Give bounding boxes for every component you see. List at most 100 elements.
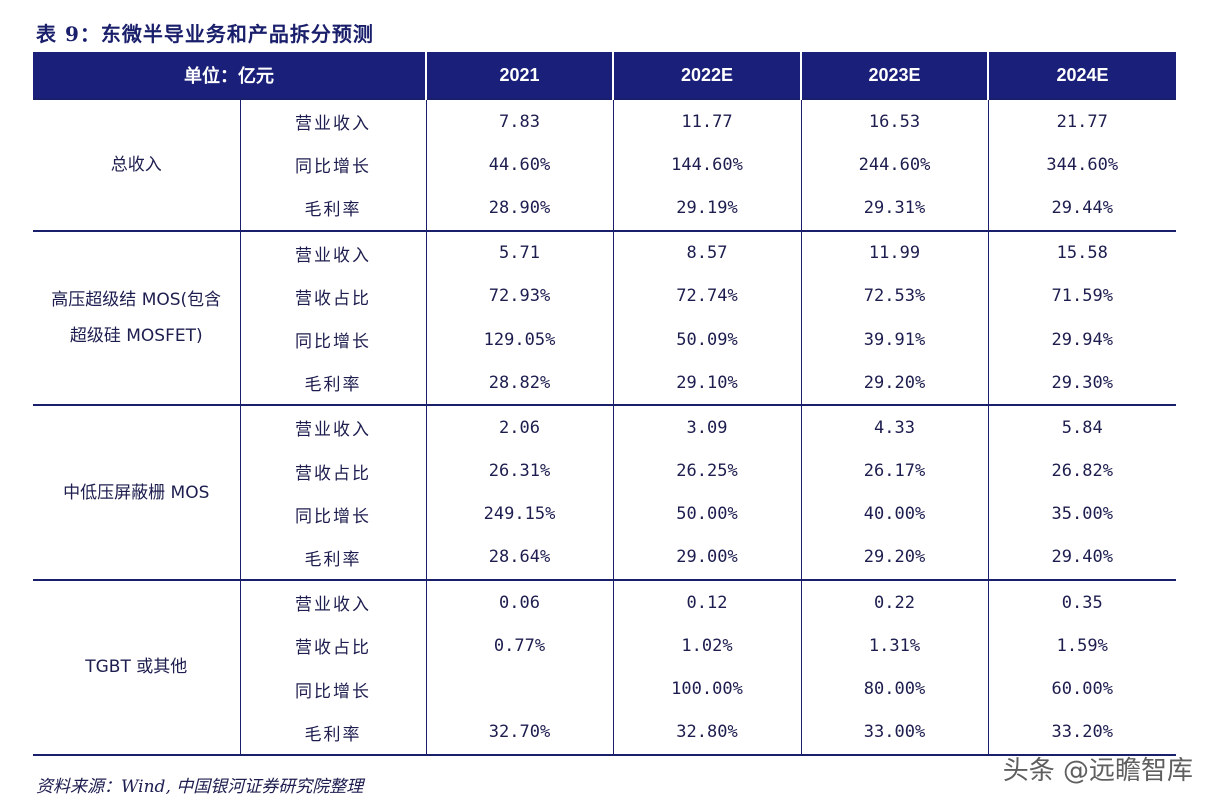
value-cell: 249.15% (425, 492, 613, 536)
value-cell: 1.02% (612, 624, 801, 668)
table-row: 同比增长 249.15% 50.00% 40.00% 35.00% (33, 492, 1176, 536)
table-row: 中低压屏蔽栅 MOS 营业收入 2.06 3.09 4.33 5.84 (33, 404, 1176, 581)
table-row: 总收入 营业收入 7.83 11.77 16.53 21.77 (33, 97, 1176, 231)
value-cell: 26.31% (425, 449, 613, 493)
group-label: 总收入 (33, 98, 240, 231)
source-note: 资料来源：Wind, 中国银河证券研究院整理 (36, 777, 364, 797)
value-cell: 44.60% (425, 143, 613, 187)
value-cell: 26.25% (612, 449, 801, 493)
table-row: 营收占比 0.77% 1.02% 1.31% 1.59% (33, 624, 1176, 668)
value-cell: 4.33 (800, 404, 988, 450)
table-row: 毛利率 28.82% 29.10% 29.20% 29.30% (33, 361, 1176, 406)
value-cell: 1.59% (987, 624, 1176, 668)
metric-label: 毛利率 (239, 710, 426, 756)
value-cell: 344.60% (987, 143, 1176, 187)
table-row: 高压超级结 MOS(包含超级硅 MOSFET) 营业收入 5.71 8.57 11.99… (33, 229, 1176, 406)
value-cell: 33.00% (800, 710, 988, 756)
table-row: TGBT 或其他 营业收入 0.06 0.12 0.22 0.35 (33, 579, 1176, 756)
value-cell: 29.10% (612, 361, 801, 406)
value-cell: 5.84 (987, 404, 1176, 450)
value-cell: 50.09% (612, 317, 801, 362)
metric-label: 营业收入 (239, 97, 426, 144)
value-cell: 40.00% (800, 492, 988, 536)
table-row: 营收占比 72.93% 72.74% 72.53% 71.59% (33, 274, 1176, 318)
table-row: 毛利率 32.70% 32.80% 33.00% 33.20% (33, 710, 1176, 756)
metric-label: 营业收入 (239, 229, 426, 275)
value-cell: 11.77 (612, 97, 801, 144)
group-label: TGBT 或其他 (33, 579, 240, 756)
metric-label: 营收占比 (239, 624, 426, 668)
value-cell: 33.20% (987, 710, 1176, 756)
value-cell: 29.00% (612, 535, 801, 581)
value-cell: 7.83 (425, 97, 613, 144)
value-cell: 8.57 (612, 229, 801, 275)
value-cell: 0.22 (800, 579, 988, 625)
value-cell: 29.31% (800, 186, 988, 231)
metric-label: 同比增长 (239, 667, 426, 711)
value-cell: 26.82% (987, 449, 1176, 493)
value-cell: 32.80% (612, 710, 801, 756)
value-cell: 29.20% (800, 535, 988, 581)
metric-label: 同比增长 (239, 317, 426, 362)
value-cell: 35.00% (987, 492, 1176, 536)
value-cell: 26.17% (800, 449, 988, 493)
table-row: 营收占比 26.31% 26.25% 26.17% 26.82% (33, 449, 1176, 493)
header-year-2023e: 2023E (800, 52, 988, 99)
value-cell: 16.53 (800, 97, 988, 144)
value-cell: 28.82% (425, 361, 613, 406)
value-cell: 29.94% (987, 317, 1176, 362)
value-cell: 29.44% (987, 186, 1176, 231)
value-cell: 29.19% (612, 186, 801, 231)
table-row: 毛利率 28.90% 29.19% 29.31% 29.44% (33, 186, 1176, 231)
table-row: 毛利率 28.64% 29.00% 29.20% 29.40% (33, 535, 1176, 581)
value-cell: 11.99 (800, 229, 988, 275)
value-cell: 100.00% (612, 667, 801, 711)
forecast-table: 单位：亿元 2021 2022E 2023E 2024E 总收入 营业收入 7.83… (33, 52, 1176, 756)
header-row: 单位：亿元 2021 2022E 2023E 2024E (33, 52, 1176, 99)
table-row: 同比增长 129.05% 50.09% 39.91% 29.94% (33, 317, 1176, 362)
value-cell: 21.77 (987, 97, 1176, 144)
value-cell: 5.71 (425, 229, 613, 275)
value-cell: 28.90% (425, 186, 613, 231)
table-row: 同比增长 44.60% 144.60% 244.60% 344.60% (33, 143, 1176, 187)
table-row: 同比增长 100.00% 80.00% 60.00% (33, 667, 1176, 711)
metric-label: 营业收入 (239, 404, 426, 450)
value-cell: 80.00% (800, 667, 988, 711)
value-cell: 129.05% (425, 317, 613, 362)
value-cell: 244.60% (800, 143, 988, 187)
value-cell: 3.09 (612, 404, 801, 450)
value-cell: 72.53% (800, 274, 988, 318)
value-cell: 72.93% (425, 274, 613, 318)
value-cell: 39.91% (800, 317, 988, 362)
value-cell (425, 667, 613, 711)
value-cell: 50.00% (612, 492, 801, 536)
header-year-2024e: 2024E (987, 52, 1176, 99)
metric-label: 同比增长 (239, 492, 426, 536)
value-cell: 29.20% (800, 361, 988, 406)
value-cell: 15.58 (987, 229, 1176, 275)
value-cell: 29.30% (987, 361, 1176, 406)
value-cell: 0.06 (425, 579, 613, 625)
value-cell: 2.06 (425, 404, 613, 450)
metric-label: 毛利率 (239, 186, 426, 231)
metric-label: 同比增长 (239, 143, 426, 187)
value-cell: 60.00% (987, 667, 1176, 711)
header-year-2022e: 2022E (612, 52, 801, 99)
value-cell: 0.12 (612, 579, 801, 625)
header-unit: 单位：亿元 (33, 52, 426, 99)
value-cell: 1.31% (800, 624, 988, 668)
value-cell: 32.70% (425, 710, 613, 756)
metric-label: 毛利率 (239, 535, 426, 581)
table-title: 表 9：东微半导业务和产品拆分预测 (36, 22, 374, 46)
metric-label: 营收占比 (239, 274, 426, 318)
value-cell: 71.59% (987, 274, 1176, 318)
value-cell: 28.64% (425, 535, 613, 581)
metric-label: 毛利率 (239, 361, 426, 406)
metric-label: 营业收入 (239, 579, 426, 625)
value-cell: 0.35 (987, 579, 1176, 625)
watermark: 头条 @远瞻智库 (1002, 756, 1193, 786)
value-cell: 29.40% (987, 535, 1176, 581)
group-label: 中低压屏蔽栅 MOS (33, 404, 240, 581)
value-cell: 144.60% (612, 143, 801, 187)
group-label: 高压超级结 MOS(包含超级硅 MOSFET) (33, 229, 240, 406)
